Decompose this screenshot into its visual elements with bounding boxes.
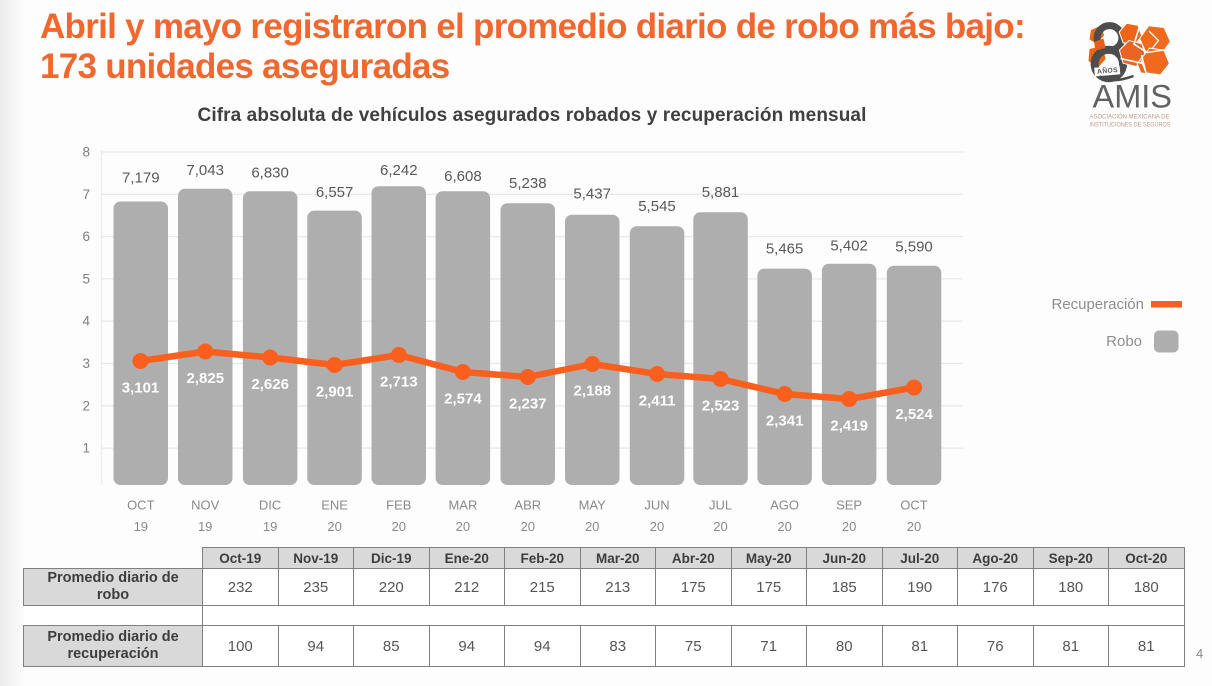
svg-text:2: 2 [82,398,90,413]
svg-text:5,437: 5,437 [573,186,611,203]
svg-text:1: 1 [82,441,90,456]
svg-text:2,574: 2,574 [444,391,482,408]
svg-text:ABR: ABR [514,498,541,513]
svg-text:6,830: 6,830 [251,165,289,182]
svg-text:19: 19 [198,519,212,534]
svg-text:5,881: 5,881 [702,184,740,201]
svg-text:ENE: ENE [321,498,348,513]
svg-text:2,237: 2,237 [509,396,547,413]
svg-text:4: 4 [82,314,90,329]
svg-text:19: 19 [263,519,277,534]
svg-text:JUL: JUL [709,498,732,513]
svg-text:SEP: SEP [836,498,862,513]
svg-text:2,188: 2,188 [574,383,612,400]
svg-text:MAR: MAR [448,498,477,513]
svg-text:3,101: 3,101 [122,380,160,397]
svg-text:6,242: 6,242 [380,162,418,179]
svg-text:7: 7 [82,187,90,202]
svg-text:5: 5 [82,271,90,286]
svg-text:6: 6 [82,229,90,244]
svg-text:NOV: NOV [191,498,220,513]
svg-text:20: 20 [650,519,664,534]
svg-text:7,179: 7,179 [122,170,160,187]
svg-text:6,608: 6,608 [444,168,482,185]
svg-text:OCT: OCT [127,498,155,513]
svg-text:6,557: 6,557 [316,184,354,201]
svg-text:2,626: 2,626 [251,376,289,393]
svg-text:19: 19 [134,519,148,534]
svg-text:3: 3 [82,356,90,371]
svg-text:MAY: MAY [579,498,607,513]
svg-text:5,590: 5,590 [895,239,933,256]
svg-text:2,411: 2,411 [639,393,676,410]
svg-text:Robo: Robo [1106,333,1142,350]
svg-text:20: 20 [907,519,921,534]
svg-text:2,524: 2,524 [895,406,933,423]
svg-text:OCT: OCT [900,498,928,513]
svg-text:20: 20 [456,519,470,534]
svg-text:Recuperación: Recuperación [1051,296,1144,313]
svg-text:2,713: 2,713 [380,374,418,391]
svg-text:5,465: 5,465 [766,240,804,257]
svg-text:20: 20 [585,519,599,534]
svg-text:20: 20 [842,519,856,534]
svg-text:FEB: FEB [386,498,411,513]
svg-text:5,402: 5,402 [830,238,868,255]
svg-text:AMIS: AMIS [1093,79,1173,115]
svg-text:2,419: 2,419 [830,418,868,435]
svg-text:5,238: 5,238 [509,175,547,192]
svg-text:AGO: AGO [770,498,799,513]
svg-text:JUN: JUN [644,498,669,513]
svg-text:5,545: 5,545 [638,198,676,215]
svg-text:20: 20 [777,519,791,534]
svg-text:ASOCIACIÓN MEXICANA DE: ASOCIACIÓN MEXICANA DE [1090,112,1170,121]
svg-text:20: 20 [713,519,727,534]
svg-text:DIC: DIC [259,498,281,513]
svg-text:20: 20 [392,519,406,534]
svg-text:AÑOS: AÑOS [1097,65,1119,76]
svg-text:INSTITUCIONES DE SEGUROS: INSTITUCIONES DE SEGUROS [1090,122,1171,129]
svg-text:2,341: 2,341 [766,413,804,430]
svg-text:2,523: 2,523 [702,398,740,415]
svg-text:2,901: 2,901 [316,384,354,401]
svg-text:7,043: 7,043 [186,162,224,179]
svg-text:2,825: 2,825 [187,370,225,387]
svg-text:8: 8 [82,145,90,160]
svg-text:20: 20 [327,519,341,534]
svg-text:20: 20 [521,519,535,534]
